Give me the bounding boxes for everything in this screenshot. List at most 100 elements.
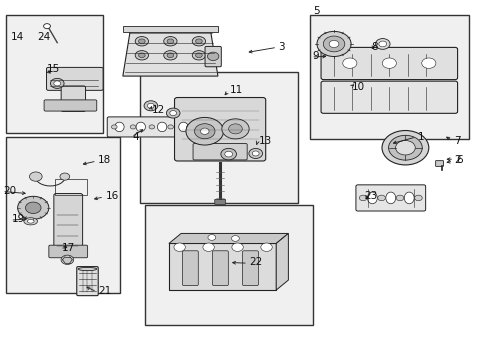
Circle shape	[378, 41, 386, 47]
Circle shape	[382, 58, 396, 68]
Circle shape	[221, 148, 236, 160]
Ellipse shape	[163, 51, 177, 60]
Text: 17: 17	[61, 243, 75, 253]
Text: 3: 3	[278, 42, 285, 52]
Ellipse shape	[157, 122, 166, 132]
Circle shape	[207, 52, 219, 60]
FancyBboxPatch shape	[435, 161, 443, 166]
Text: 16: 16	[105, 191, 119, 201]
Circle shape	[166, 108, 180, 118]
Circle shape	[200, 128, 208, 134]
FancyBboxPatch shape	[355, 185, 425, 211]
Circle shape	[54, 81, 61, 86]
Circle shape	[395, 195, 403, 201]
Circle shape	[174, 243, 185, 251]
Circle shape	[395, 140, 414, 155]
Text: 21: 21	[98, 286, 111, 296]
FancyBboxPatch shape	[46, 67, 103, 90]
Polygon shape	[168, 243, 276, 290]
Circle shape	[328, 40, 338, 48]
FancyBboxPatch shape	[193, 144, 246, 160]
Ellipse shape	[163, 37, 177, 46]
Circle shape	[359, 195, 366, 201]
Bar	[140, 72, 298, 203]
Text: 1: 1	[417, 132, 424, 142]
Circle shape	[222, 119, 248, 139]
FancyBboxPatch shape	[214, 199, 225, 204]
FancyBboxPatch shape	[182, 251, 198, 285]
Text: 23: 23	[363, 191, 376, 201]
Circle shape	[421, 58, 435, 68]
Text: 14: 14	[10, 32, 23, 41]
Text: 11: 11	[229, 85, 243, 95]
Circle shape	[231, 235, 239, 241]
Polygon shape	[168, 233, 288, 243]
Circle shape	[203, 243, 214, 251]
Bar	[310, 15, 468, 139]
Bar	[5, 137, 120, 293]
Circle shape	[147, 103, 154, 108]
Circle shape	[169, 111, 176, 116]
Text: 12: 12	[152, 105, 165, 115]
Circle shape	[25, 202, 41, 213]
FancyBboxPatch shape	[107, 117, 196, 137]
Text: 9: 9	[312, 51, 319, 61]
Ellipse shape	[27, 220, 34, 223]
Ellipse shape	[24, 218, 38, 225]
Circle shape	[130, 125, 136, 129]
Ellipse shape	[138, 39, 145, 44]
Circle shape	[248, 148, 262, 158]
Ellipse shape	[78, 267, 97, 271]
Circle shape	[61, 255, 74, 265]
FancyBboxPatch shape	[44, 100, 97, 111]
Polygon shape	[276, 233, 288, 290]
Circle shape	[29, 172, 42, 181]
Text: 8: 8	[370, 42, 377, 52]
Ellipse shape	[135, 51, 148, 60]
Circle shape	[388, 135, 422, 160]
Bar	[144, 205, 312, 325]
Ellipse shape	[404, 192, 413, 204]
Circle shape	[316, 31, 350, 57]
Circle shape	[260, 243, 272, 251]
Bar	[5, 15, 103, 134]
Text: 20: 20	[3, 186, 16, 196]
Circle shape	[43, 24, 50, 29]
Text: 10: 10	[351, 82, 364, 92]
FancyBboxPatch shape	[122, 26, 218, 32]
Circle shape	[186, 125, 192, 129]
Text: 15: 15	[47, 64, 60, 74]
Circle shape	[60, 173, 70, 180]
FancyBboxPatch shape	[49, 245, 87, 258]
Circle shape	[50, 78, 64, 89]
Circle shape	[414, 195, 421, 201]
Circle shape	[18, 196, 49, 219]
Text: 22: 22	[249, 257, 262, 267]
FancyBboxPatch shape	[204, 46, 221, 67]
Ellipse shape	[135, 37, 148, 46]
Ellipse shape	[195, 39, 202, 44]
Text: 18: 18	[98, 155, 111, 165]
Text: 4: 4	[132, 132, 139, 142]
Text: 2: 2	[453, 155, 460, 165]
Ellipse shape	[136, 122, 145, 132]
FancyBboxPatch shape	[321, 81, 457, 113]
Ellipse shape	[138, 53, 145, 58]
Circle shape	[185, 117, 223, 145]
Circle shape	[375, 39, 389, 49]
FancyBboxPatch shape	[321, 48, 457, 80]
Ellipse shape	[179, 122, 188, 132]
Circle shape	[111, 125, 117, 129]
Circle shape	[149, 125, 154, 129]
Text: 19: 19	[11, 215, 24, 224]
FancyBboxPatch shape	[174, 98, 265, 161]
FancyBboxPatch shape	[242, 251, 258, 285]
Ellipse shape	[385, 192, 395, 204]
Circle shape	[194, 124, 215, 139]
Polygon shape	[122, 29, 218, 76]
Ellipse shape	[195, 53, 202, 58]
FancyBboxPatch shape	[77, 267, 98, 296]
Ellipse shape	[366, 192, 377, 204]
Circle shape	[224, 151, 232, 157]
Circle shape	[252, 151, 259, 156]
